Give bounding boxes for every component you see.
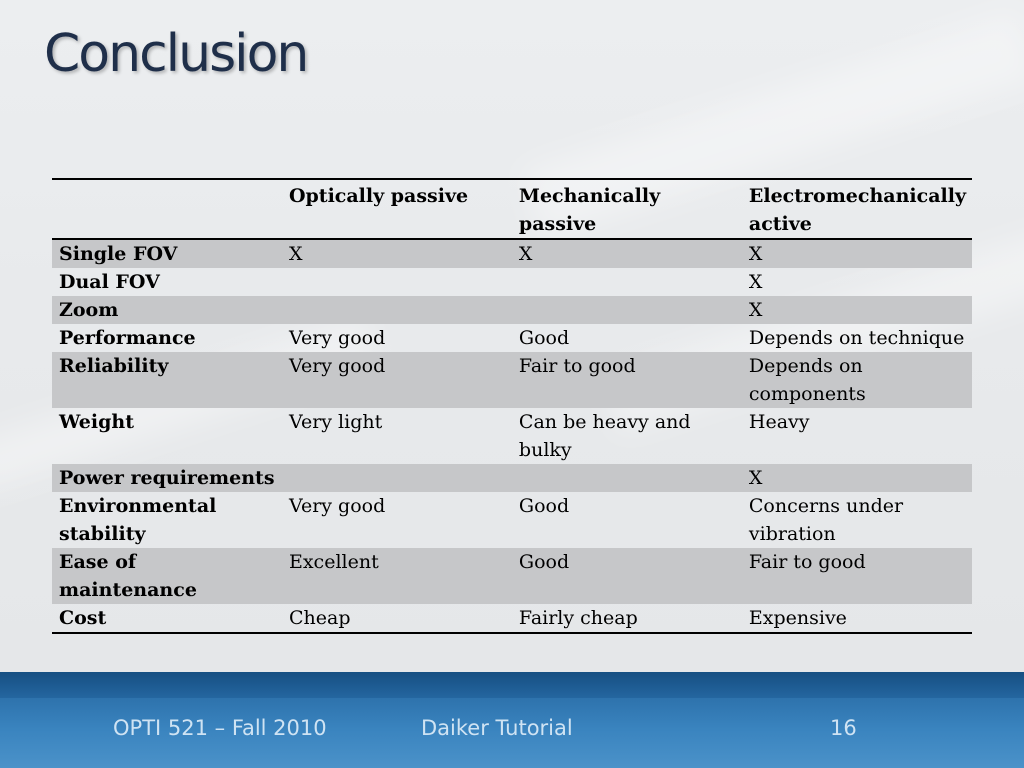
table-cell	[511, 296, 742, 324]
table-cell: Very good	[288, 495, 386, 517]
comparison-table: Optically passive Mechanically passive E…	[52, 178, 972, 634]
table-cell: Expensive	[748, 607, 847, 629]
footer-band	[0, 672, 1024, 698]
table-header-row: Optically passive Mechanically passive E…	[52, 179, 972, 240]
table-cell: X	[748, 271, 763, 293]
table-cell: Depends on components	[741, 352, 972, 408]
column-header-optically-passive: Optically passive	[281, 179, 512, 240]
table-cell: Fair to good	[741, 548, 972, 604]
table-cell	[281, 296, 512, 324]
table-row: Dual FOV X	[52, 268, 972, 296]
table-cell	[282, 268, 512, 296]
table-cell: X	[741, 296, 972, 324]
table-cell: Concerns under vibration	[748, 495, 904, 545]
column-header-blank	[52, 179, 282, 240]
row-header: Dual FOV	[59, 271, 160, 293]
table-cell	[511, 464, 742, 492]
table-cell: Very light	[288, 411, 383, 433]
table-cell: Good	[511, 548, 742, 604]
table-row: Zoom X	[52, 296, 972, 324]
row-header: Ease of maintenance	[52, 548, 282, 604]
footer-bar: OPTI 521 – Fall 2010 Daiker Tutorial 16	[0, 672, 1024, 768]
table-cell: X	[741, 239, 972, 268]
table-row: Cost Cheap Fairly cheap Expensive	[52, 604, 972, 633]
table-cell: Good	[518, 327, 570, 349]
row-header: Weight	[59, 411, 134, 433]
table-cell: Can be heavy and bulky	[518, 411, 691, 461]
column-header-mechanically-passive: Mechanically passive	[511, 179, 742, 240]
row-header: Zoom	[52, 296, 282, 324]
footer-presenter: Daiker Tutorial	[421, 716, 573, 740]
row-header: Power requirements	[52, 464, 282, 492]
table-cell: Good	[518, 495, 570, 517]
slide-number: 16	[830, 716, 857, 740]
table-cell: Very good	[288, 327, 386, 349]
table-cell: Excellent	[281, 548, 512, 604]
table-body: Single FOV X X X Dual FOV X Zoom X Performance Ve…	[52, 239, 972, 633]
row-header: Reliability	[52, 352, 282, 408]
table-cell: X	[741, 464, 972, 492]
table-cell	[281, 464, 512, 492]
table-row: Performance Very good Good Depends on techn…	[52, 324, 972, 352]
footer-course: OPTI 521 – Fall 2010	[113, 716, 327, 740]
column-header-electromechanically-active: Electromechanically active	[741, 179, 972, 240]
table-cell	[512, 268, 742, 296]
row-header: Performance	[59, 327, 196, 349]
table-cell: X	[511, 239, 742, 268]
table-row: Weight Very light Can be heavy and bulky He…	[52, 408, 972, 464]
table-cell: Cheap	[288, 607, 351, 629]
row-header: Cost	[59, 607, 107, 629]
table-row: Ease of maintenance Excellent Good Fair to …	[52, 548, 972, 604]
table-row: Single FOV X X X	[52, 239, 972, 268]
table-cell: Fair to good	[511, 352, 742, 408]
slide-title: Conclusion	[44, 24, 309, 84]
table-cell: X	[281, 239, 512, 268]
table-row: Power requirements X	[52, 464, 972, 492]
table-cell: Very good	[281, 352, 512, 408]
row-header: Single FOV	[52, 239, 282, 268]
table-cell: Fairly cheap	[518, 607, 638, 629]
row-header: Environmental stability	[59, 495, 217, 545]
table-row: Environmental stability Very good Good Conc…	[52, 492, 972, 548]
table-cell: Depends on technique	[748, 327, 965, 349]
table-cell: Heavy	[748, 411, 810, 433]
table-row: Reliability Very good Fair to good Depends …	[52, 352, 972, 408]
